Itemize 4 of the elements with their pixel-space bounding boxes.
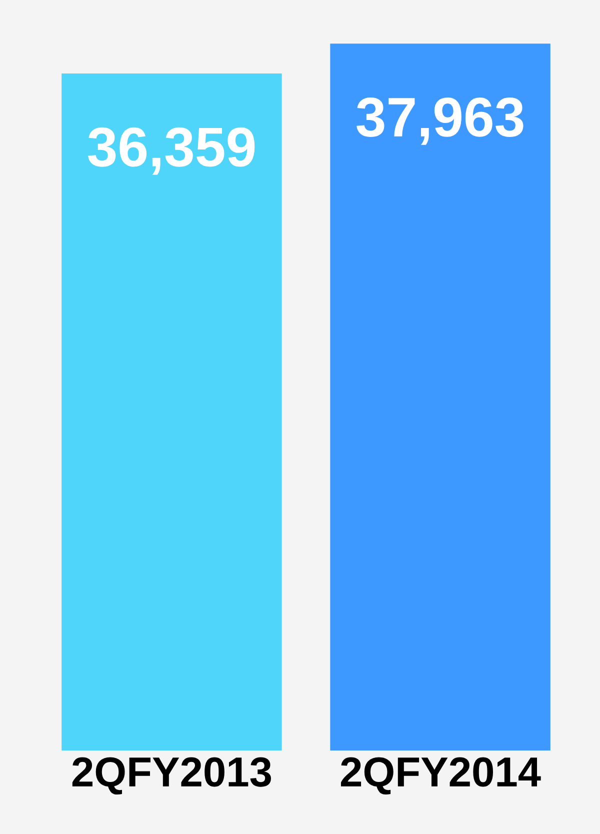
data-label: 37,963 bbox=[356, 98, 524, 145]
x-tick-label: 2QFY2013 bbox=[72, 757, 271, 795]
x-tick-label: 2QFY2014 bbox=[340, 757, 541, 795]
data-label: 36,359 bbox=[88, 127, 255, 175]
